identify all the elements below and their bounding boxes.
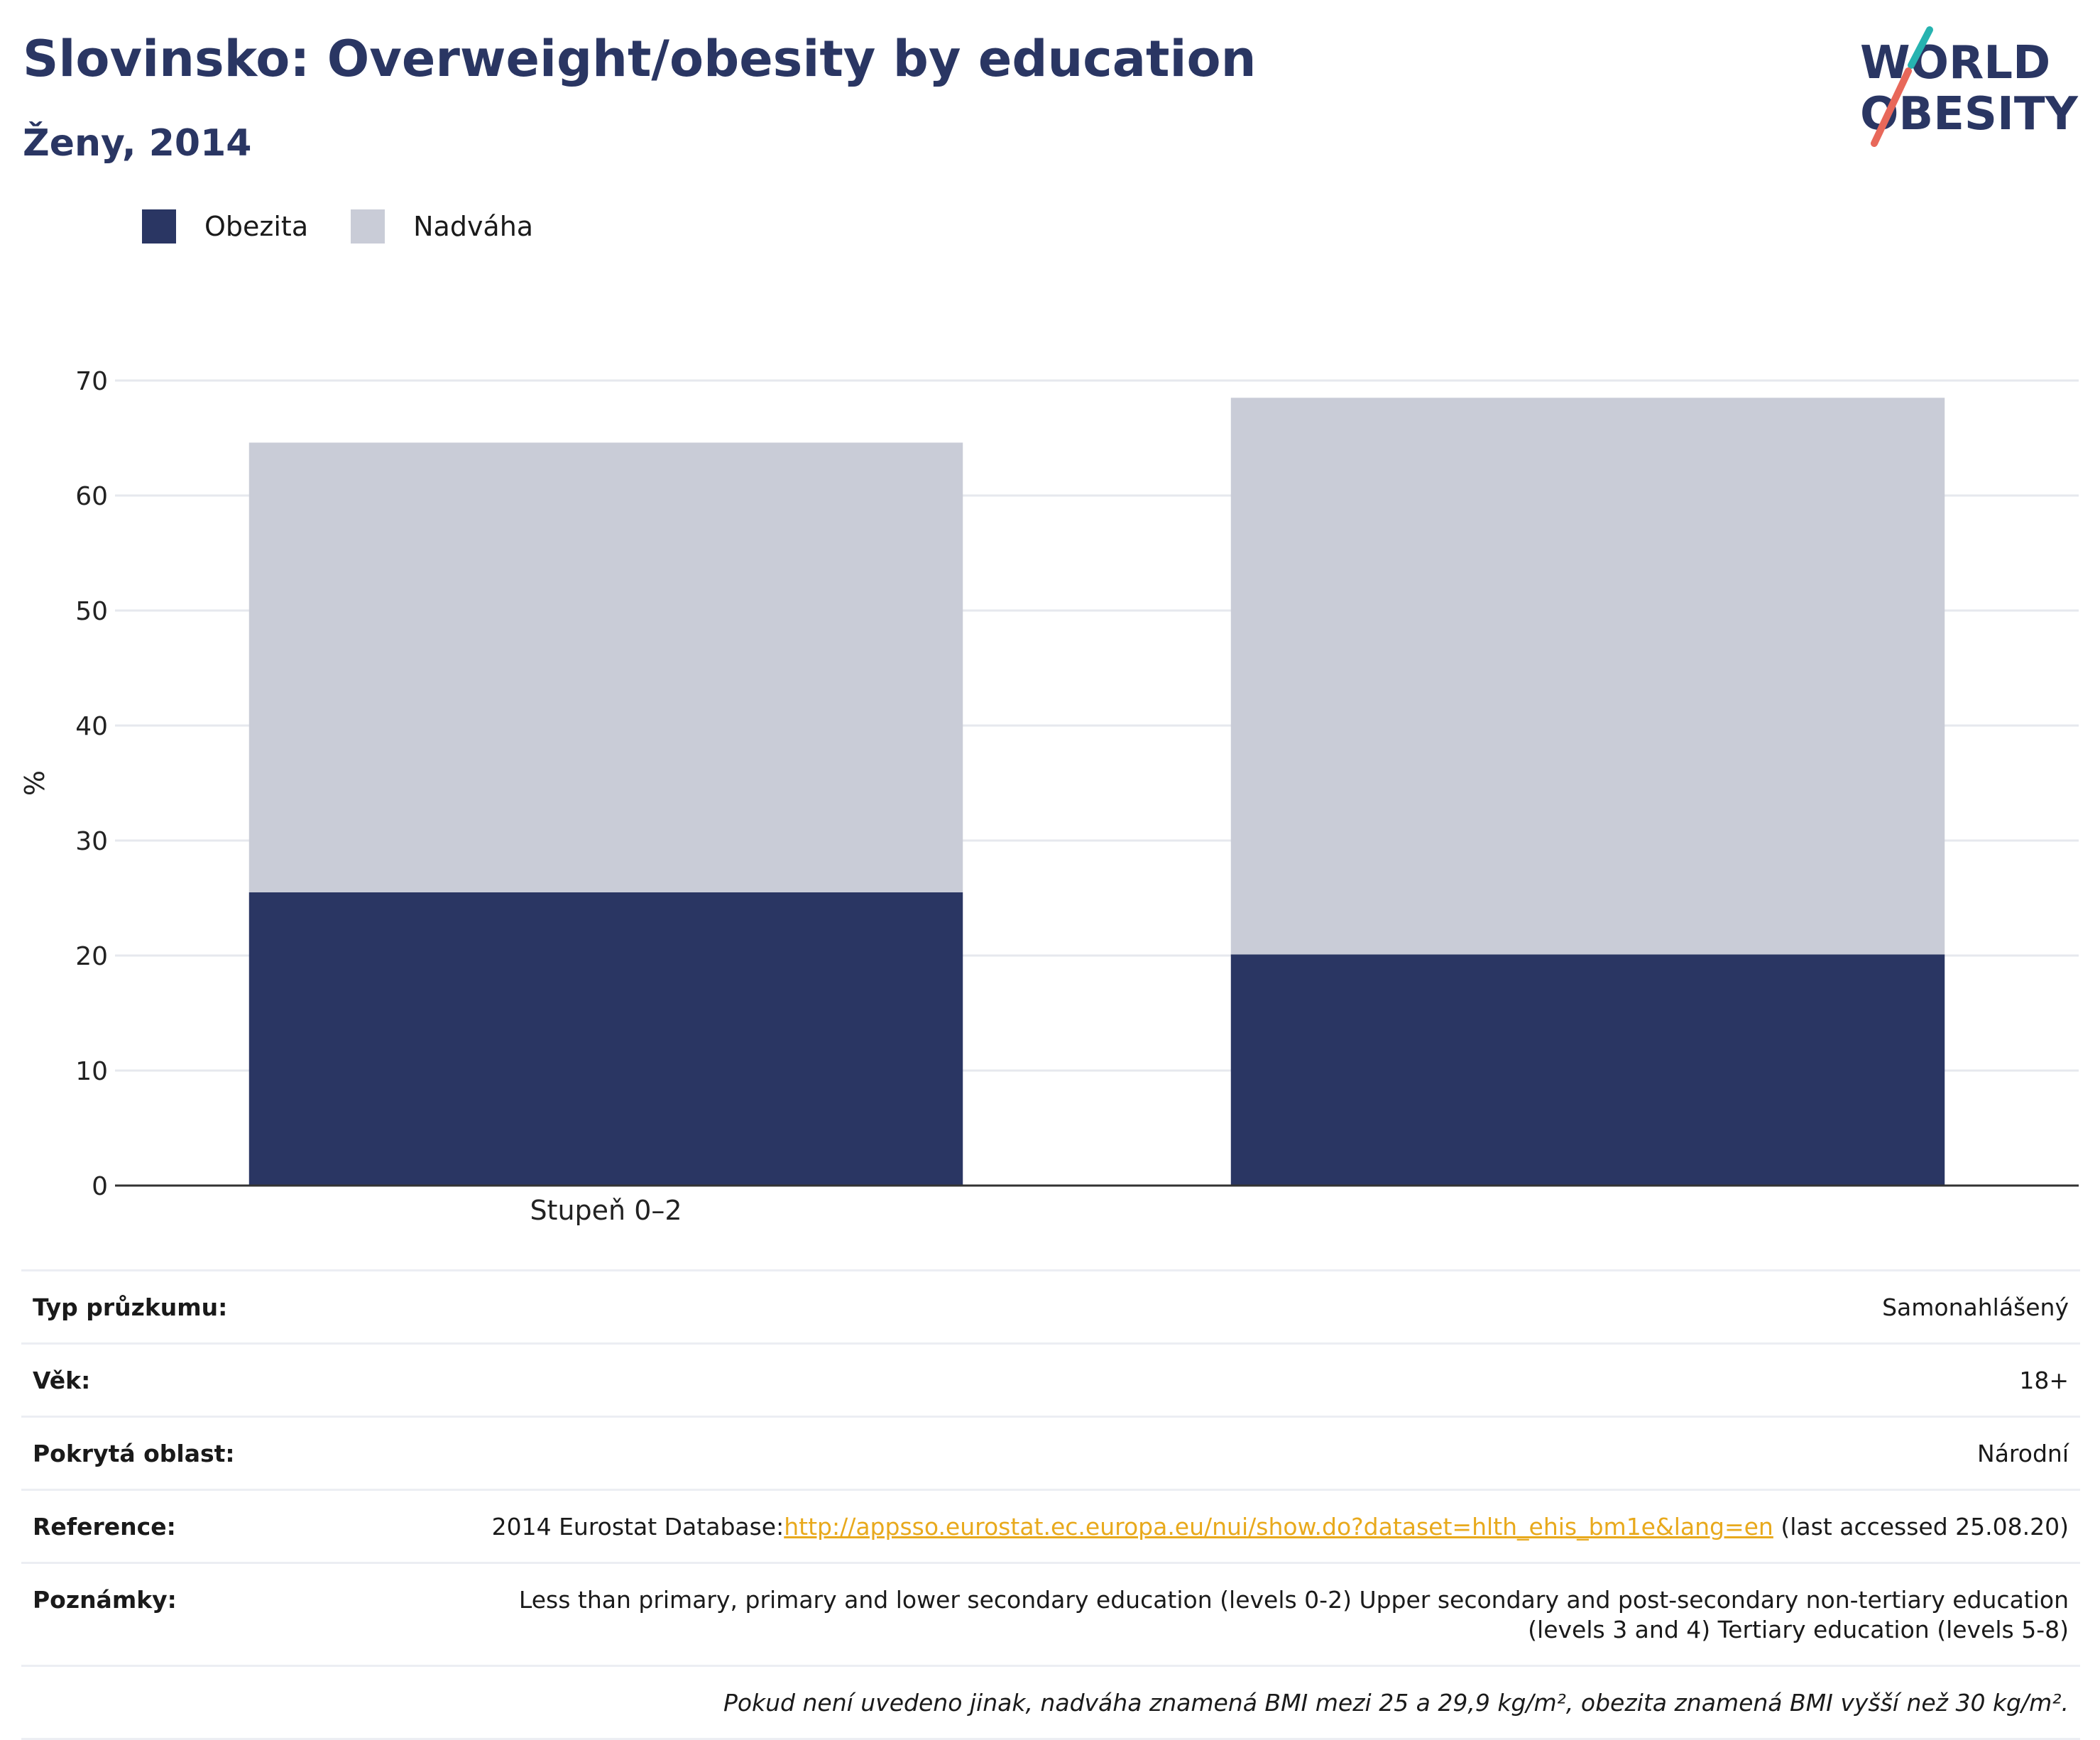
- info-value: Národní: [1977, 1440, 2069, 1467]
- info-row-survey-type: Typ průzkumu: Samonahlášený: [21, 1269, 2080, 1342]
- footnote: Pokud není uvedeno jinak, nadváha znamen…: [723, 1689, 2069, 1717]
- x-tick-label: Stupeň 0–2: [530, 1195, 682, 1226]
- legend-swatch-overweight: [351, 209, 385, 244]
- info-row-reference: Reference: 2014 Eurostat Database:http:/…: [21, 1489, 2080, 1562]
- page-subtitle: Ženy, 2014: [23, 122, 252, 165]
- info-value: Samonahlášený: [1882, 1293, 2069, 1321]
- reference-link[interactable]: http://appsso.eurostat.ec.europa.eu/nui/…: [784, 1513, 1773, 1541]
- y-tick-label: 10: [75, 1057, 108, 1086]
- reference-suffix: (last accessed 25.08.20): [1773, 1513, 2069, 1541]
- y-tick-label: 20: [75, 942, 108, 971]
- legend-swatch-obesity: [142, 209, 176, 244]
- bar-obesity-0: [248, 892, 963, 1186]
- y-tick-label: 60: [75, 482, 108, 511]
- legend-label-obesity: Obezita: [204, 211, 309, 242]
- info-label: Reference:: [33, 1513, 176, 1541]
- info-label: Pokrytá oblast:: [33, 1440, 235, 1467]
- info-label: Věk:: [33, 1367, 91, 1394]
- info-row-coverage: Pokrytá oblast: Národní: [21, 1416, 2080, 1489]
- bar-overweight-0: [248, 442, 963, 892]
- bar-obesity-1: [1230, 954, 1945, 1186]
- legend-label-overweight: Nadváha: [413, 211, 534, 242]
- info-row-footnote: Pokud není uvedeno jinak, nadváha znamen…: [21, 1665, 2080, 1740]
- y-tick-label: 0: [92, 1172, 108, 1201]
- logo-slash-teal: [1908, 26, 1933, 69]
- stacked-bar-chart: 0 10 20 30 40 50 60 70% Stupeň 0–2: [19, 367, 2079, 1226]
- page-title: Slovinsko: Overweight/obesity by educati…: [23, 30, 1257, 88]
- legend-item-obesity[interactable]: Obezita: [142, 209, 308, 244]
- info-label: Typ průzkumu:: [33, 1293, 228, 1321]
- y-tick-label: 50: [75, 597, 108, 626]
- chart-legend: Obezita Nadváha: [142, 209, 576, 244]
- info-value: 2014 Eurostat Database:http://appsso.eur…: [492, 1512, 2069, 1542]
- bar-overweight-1: [1230, 398, 1945, 955]
- info-row-age: Věk: 18+: [21, 1342, 2080, 1416]
- legend-item-overweight[interactable]: Nadváha: [351, 209, 533, 244]
- info-label: Poznámky:: [33, 1586, 177, 1614]
- info-table: Typ průzkumu: Samonahlášený Věk: 18+ Pok…: [21, 1269, 2080, 1740]
- y-tick-label: 30: [75, 827, 108, 856]
- world-obesity-logo: WORLD OBESITY: [1860, 26, 2078, 147]
- info-value: 18+: [2019, 1367, 2069, 1394]
- logo-line1: WORLD: [1860, 37, 2050, 89]
- reference-prefix: 2014 Eurostat Database:: [491, 1513, 784, 1541]
- info-value: Less than primary, primary and lower sec…: [518, 1586, 2069, 1643]
- y-tick-label: 70: [75, 367, 108, 396]
- y-axis-label: %: [19, 770, 50, 796]
- logo-slash-red: [1871, 67, 1912, 147]
- info-row-notes: Poznámky: Less than primary, primary and…: [21, 1562, 2080, 1665]
- y-tick-label: 40: [75, 712, 108, 741]
